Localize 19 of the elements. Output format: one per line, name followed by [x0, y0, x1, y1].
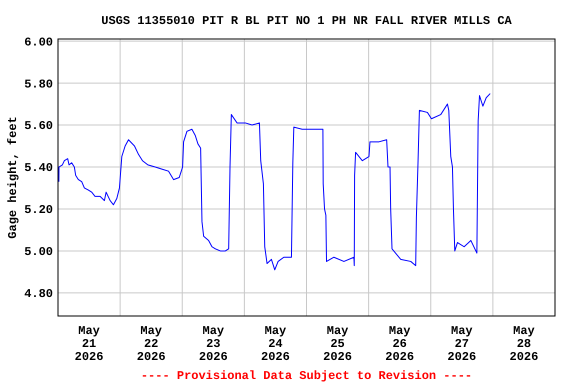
y-tick-label: 5.20	[24, 203, 53, 218]
chart-title: USGS 11355010 PIT R BL PIT NO 1 PH NR FALL RIVER MILLS CA	[101, 14, 513, 28]
x-tick-label: May 24 2026	[261, 324, 290, 364]
y-tick-label: 5.80	[24, 77, 53, 92]
y-tick-label: 5.40	[24, 161, 53, 176]
y-axis-title: Gage height, feet	[6, 116, 20, 239]
x-tick-label: May 22 2026	[136, 324, 166, 364]
y-tick-label: 6.00	[24, 35, 53, 50]
text: ---- Provisional Data Subject to Revision ----	[140, 369, 472, 383]
x-tick-label: May 25 2026	[323, 324, 352, 364]
x-tick-label: May 23 2026	[198, 324, 228, 364]
y-tick-label: 5.60	[24, 119, 53, 134]
x-tick-label: May 28 2026	[510, 324, 538, 364]
x-tick-label: May 27 2026	[447, 324, 476, 364]
line-series	[58, 93, 491, 270]
y-tick-label: 4.80	[24, 287, 53, 302]
y-tick-label: 5.00	[24, 245, 53, 260]
x-tick-label: May 21 2026	[74, 324, 104, 364]
x-tick-label: May 26 2026	[385, 324, 414, 364]
